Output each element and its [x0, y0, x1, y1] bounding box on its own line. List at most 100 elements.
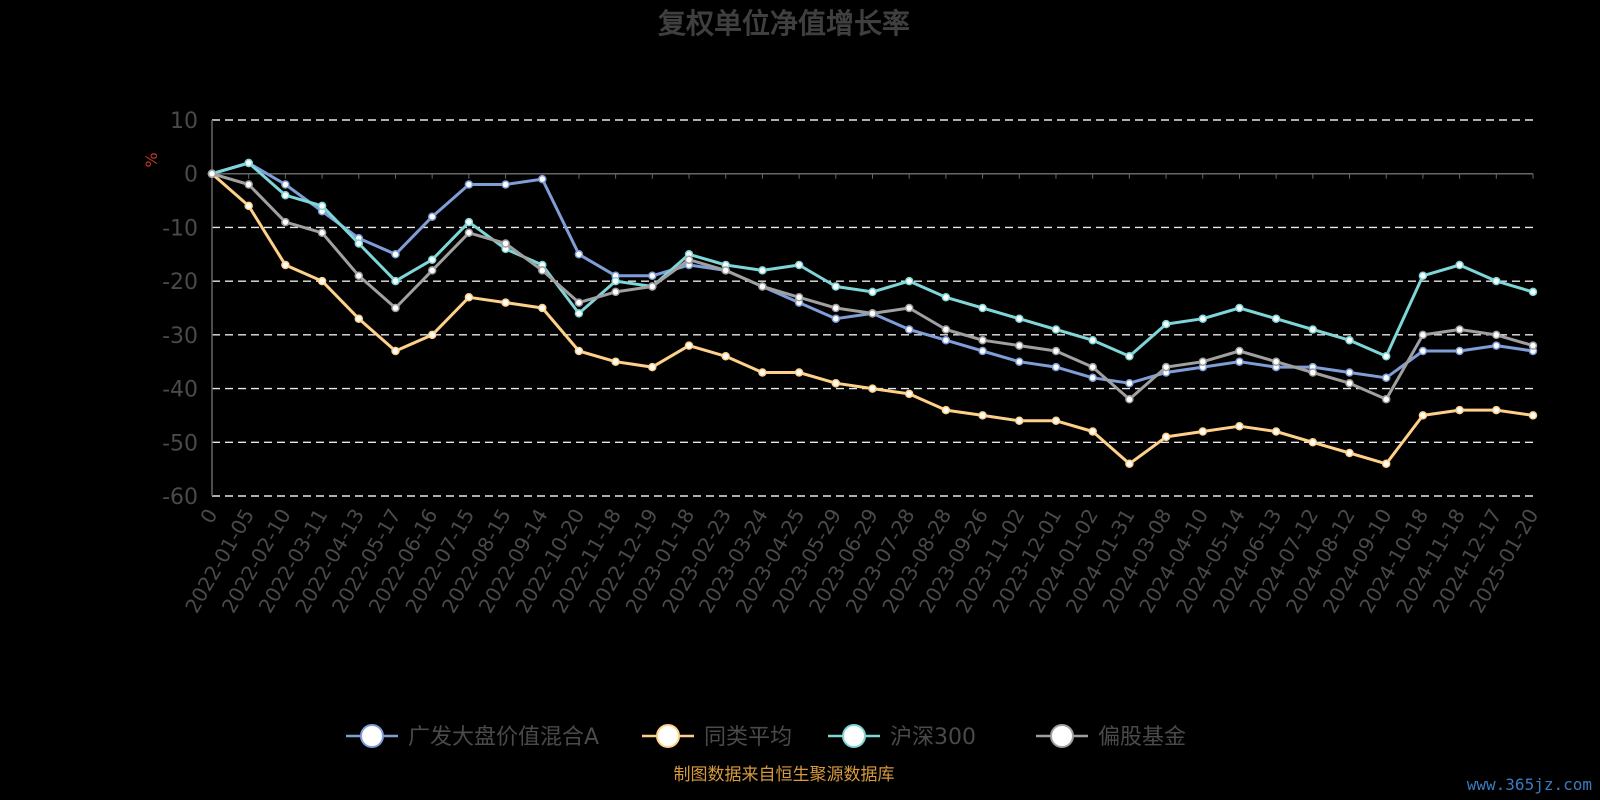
data-point [281, 217, 290, 227]
data-point [244, 201, 253, 211]
data-point [648, 271, 657, 281]
data-point [978, 335, 987, 345]
y-axis-unit: % [142, 152, 161, 167]
data-point [648, 362, 657, 372]
data-point [611, 287, 620, 297]
data-point [904, 276, 914, 286]
y-tick-label: -40 [162, 378, 198, 403]
data-point [648, 282, 657, 291]
data-point [1161, 362, 1171, 372]
y-tick-label: 0 [184, 163, 198, 188]
x-axis-ticks: 02022-01-052022-02-102022-03-112022-04-1… [180, 173, 1543, 617]
legend-item[interactable]: 广发大盘价值混合A [346, 724, 599, 750]
data-point [1345, 378, 1354, 388]
legend-item[interactable]: 沪深300 [828, 724, 976, 750]
data-point [1455, 346, 1464, 356]
data-point [1455, 405, 1464, 415]
data-point [758, 368, 767, 377]
data-point [354, 271, 364, 281]
legend-label: 沪深300 [890, 725, 976, 750]
data-point [978, 346, 987, 356]
data-point [794, 260, 804, 270]
data-point [427, 266, 437, 275]
data-point [1418, 271, 1428, 281]
chart-title: 复权单位净值增长率 [658, 7, 910, 40]
data-point [904, 303, 914, 313]
data-point [1198, 427, 1208, 436]
y-tick-label: 10 [170, 109, 198, 134]
data-point [464, 217, 474, 227]
data-point [1271, 314, 1281, 323]
data-point [1381, 373, 1391, 383]
data-point [868, 384, 877, 393]
data-point [831, 314, 841, 323]
data-point [1015, 357, 1024, 366]
series-group [207, 169, 1538, 404]
legend-marker-icon [842, 724, 866, 748]
data-point [1345, 335, 1354, 345]
data-point [1088, 362, 1097, 372]
data-point [611, 357, 620, 366]
data-point [1235, 303, 1244, 313]
legend-item[interactable]: 同类平均 [642, 724, 792, 750]
data-point [611, 276, 620, 286]
data-point [1308, 325, 1318, 334]
data-point [1492, 341, 1501, 350]
data-point [831, 282, 841, 291]
legend-marker-icon [1050, 724, 1074, 748]
data-point [758, 266, 767, 275]
data-point [391, 303, 400, 313]
data-point [317, 201, 327, 211]
data-point [538, 174, 547, 184]
legend-marker-icon [360, 724, 384, 748]
data-point [794, 368, 804, 377]
legend: 广发大盘价值混合A 同类平均 沪深300 偏股基金 [346, 724, 1186, 750]
data-point [1381, 459, 1391, 469]
legend-item[interactable]: 偏股基金 [1036, 724, 1186, 750]
data-point [501, 180, 510, 189]
data-point [501, 239, 510, 248]
data-point [1198, 314, 1208, 323]
data-point [427, 255, 437, 264]
y-axis-ticks: 10 0 -10 -20 -30 -40 -50 -60 [162, 109, 198, 510]
data-point [831, 378, 841, 388]
series-lines [207, 158, 1538, 469]
data-point [1418, 346, 1428, 356]
data-point [391, 346, 400, 356]
data-point [1051, 346, 1061, 356]
data-point [684, 255, 694, 264]
data-point [281, 260, 290, 270]
data-point [391, 276, 400, 286]
data-point [538, 266, 547, 275]
data-point [501, 298, 510, 307]
y-tick-label: -20 [162, 270, 198, 295]
data-point [1308, 438, 1318, 447]
data-point [1125, 378, 1134, 388]
data-point [1455, 325, 1464, 334]
y-tick-label: -10 [162, 216, 198, 241]
data-point [1381, 395, 1391, 404]
series-line [211, 172, 1534, 401]
legend-marker-icon [656, 724, 680, 748]
data-point [721, 266, 730, 275]
data-point [1528, 287, 1538, 297]
data-point [1271, 357, 1281, 366]
data-point [941, 335, 951, 345]
data-point [244, 180, 253, 189]
data-source-note: 制图数据来自恒生聚源数据库 [674, 765, 895, 785]
data-point [317, 276, 327, 286]
data-point [1161, 319, 1171, 329]
data-point [1492, 276, 1501, 286]
data-point [904, 325, 914, 334]
data-point [1345, 368, 1354, 377]
data-point [868, 309, 877, 318]
data-point [317, 228, 327, 238]
data-point [464, 228, 474, 238]
data-point [868, 287, 877, 297]
data-point [1345, 448, 1354, 458]
data-point [244, 158, 253, 168]
data-point [574, 346, 584, 356]
series-line [211, 172, 1534, 466]
data-point [978, 411, 987, 420]
data-point [1235, 346, 1244, 356]
